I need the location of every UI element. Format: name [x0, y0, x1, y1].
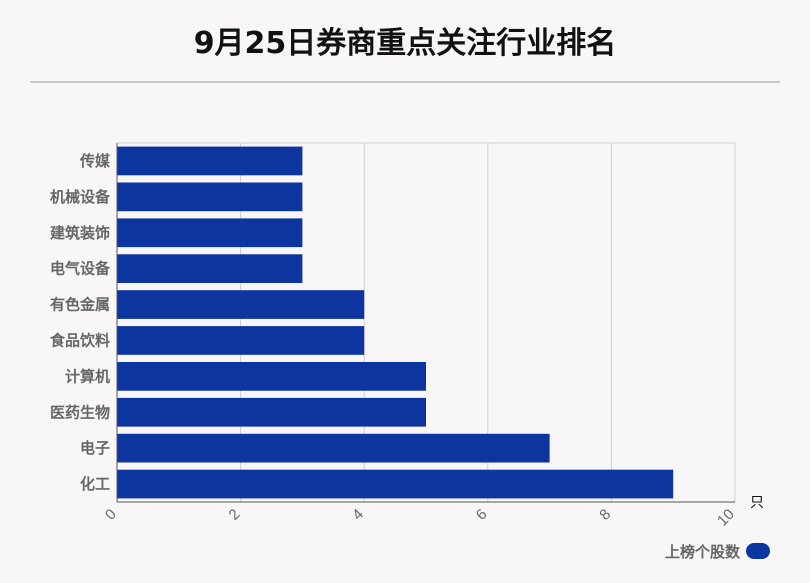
y-tick-label: 计算机 [65, 367, 110, 385]
y-tick-label: 机械设备 [50, 188, 111, 206]
bar [117, 182, 303, 212]
bar [117, 469, 674, 499]
y-tick-label: 电子 [80, 439, 110, 457]
x-tick-label: 8 [596, 506, 614, 524]
legend-label: 上榜个股数 [664, 542, 740, 561]
y-tick-label: 食品饮料 [50, 331, 110, 349]
x-tick-label: 4 [349, 506, 367, 524]
x-axis-unit-label: 只 [750, 495, 764, 511]
bar [117, 218, 303, 248]
bar [117, 290, 365, 319]
x-tick-label: 2 [226, 506, 244, 524]
bar [117, 326, 365, 355]
y-tick-label: 有色金属 [50, 296, 110, 314]
x-tick-label: 10 [714, 506, 738, 530]
legend[interactable]: 上榜个股数 [665, 540, 770, 562]
x-tick-label: 0 [102, 506, 120, 524]
bar [117, 146, 303, 176]
bar [117, 254, 303, 284]
y-tick-label: 建筑装饰 [50, 224, 110, 242]
x-tick-label: 6 [473, 506, 491, 524]
y-tick-label: 化工 [80, 475, 110, 493]
legend-swatch [746, 543, 770, 559]
y-tick-label: 电气设备 [50, 260, 111, 278]
y-tick-label: 医药生物 [50, 403, 110, 421]
y-tick-label: 传媒 [79, 152, 111, 170]
bar [117, 397, 426, 427]
bar [117, 361, 426, 391]
title-divider [30, 81, 780, 83]
chart-title: 9月25日券商重点关注行业排名 [193, 26, 617, 61]
bar [117, 433, 550, 463]
